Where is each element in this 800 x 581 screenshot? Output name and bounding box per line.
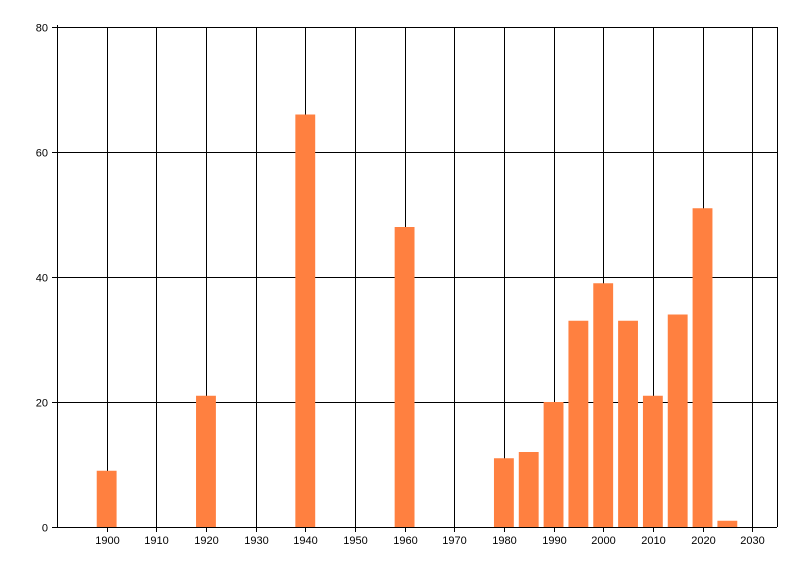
y-tick-label: 60 <box>36 148 48 160</box>
x-tick-label: 1990 <box>542 535 566 547</box>
x-tick-label: 2010 <box>641 535 665 547</box>
x-tick-label: 2020 <box>691 535 715 547</box>
bar-1920 <box>196 395 216 527</box>
x-tick-label: 1980 <box>492 535 516 547</box>
x-tick-label: 2030 <box>740 535 764 547</box>
y-tick-label: 20 <box>36 398 48 410</box>
bar-2000 <box>593 283 614 527</box>
bar-2015 <box>667 314 688 527</box>
y-tick-label: 40 <box>36 273 48 285</box>
bar-2020 <box>692 208 713 527</box>
bar-1995 <box>568 320 589 527</box>
y-tick-label: 80 <box>36 23 48 35</box>
x-tick-label: 2000 <box>591 535 615 547</box>
x-tick-label: 1960 <box>393 535 417 547</box>
bar-1980 <box>493 458 514 527</box>
bar-1985 <box>518 452 539 527</box>
x-tick-label: 1950 <box>343 535 367 547</box>
x-tick-label: 1920 <box>194 535 218 547</box>
axes <box>52 25 777 532</box>
bar-2005 <box>618 320 638 527</box>
x-tick-label: 1940 <box>293 535 317 547</box>
tick-labels: 0 20 40 60 80 1900 1910 1920 1930 1940 1950 1960 197… <box>36 23 765 548</box>
x-tick-label: 1910 <box>144 535 168 547</box>
bar-1900 <box>96 470 117 527</box>
y-tick-label: 0 <box>42 523 48 535</box>
bar-1990 <box>543 402 564 527</box>
bars <box>96 114 738 527</box>
bar-1960 <box>394 227 415 527</box>
bar-1940 <box>295 114 316 527</box>
x-tick-label: 1930 <box>244 535 268 547</box>
bar-2025 <box>717 520 738 527</box>
x-tick-label: 1900 <box>95 535 119 547</box>
bar-2010 <box>642 395 663 527</box>
x-tick-label: 1970 <box>442 535 466 547</box>
